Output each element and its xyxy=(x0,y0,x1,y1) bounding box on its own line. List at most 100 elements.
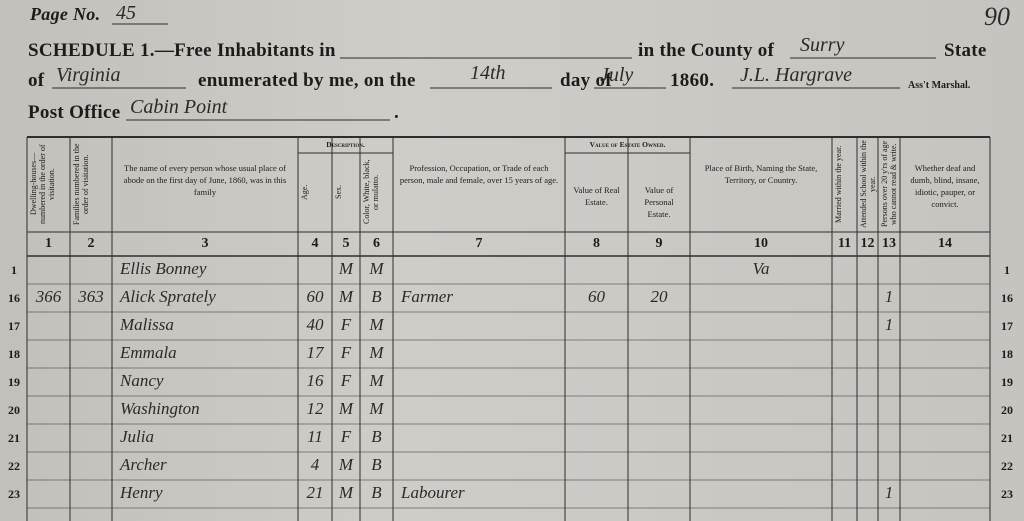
column-number: 1 xyxy=(45,236,52,251)
cell: M xyxy=(369,259,384,278)
cell: 1 xyxy=(884,315,894,334)
period: . xyxy=(394,102,400,123)
post-office: Cabin Point xyxy=(130,96,228,118)
county-label: in the County of xyxy=(638,40,775,61)
cell: Ellis Bonney xyxy=(120,259,207,278)
column-number: 5 xyxy=(342,236,350,251)
column-header: Families numbered in the order of visita… xyxy=(72,143,90,225)
day-of-label: day of xyxy=(560,70,612,91)
cell: M xyxy=(369,371,384,390)
line-number: 20 xyxy=(8,403,20,417)
cell: F xyxy=(340,315,352,334)
cell: B xyxy=(371,455,382,474)
cell: Malissa xyxy=(120,315,174,334)
column-header: Attended School within the year. xyxy=(859,140,877,228)
cell: M xyxy=(338,399,354,418)
cell: 20 xyxy=(650,287,668,306)
cell: M xyxy=(338,259,354,278)
corner-number: 90 xyxy=(984,2,1010,31)
line-number: 18 xyxy=(1001,347,1013,361)
marshal: J.L. Hargrave xyxy=(740,64,853,86)
month: July xyxy=(600,64,634,86)
column-number: 9 xyxy=(655,236,663,251)
cell: M xyxy=(369,399,384,418)
line-number: 16 xyxy=(1001,291,1013,305)
column-number: 2 xyxy=(87,236,95,251)
column-header: Place of Birth, Naming the State, Territ… xyxy=(704,163,818,185)
column-number: 12 xyxy=(860,236,875,251)
cell: B xyxy=(371,427,382,446)
cell: B xyxy=(371,483,382,502)
line-number: 16 xyxy=(8,291,20,305)
cell: Farmer xyxy=(401,287,453,306)
cell: Henry xyxy=(120,483,163,502)
cell: 4 xyxy=(310,455,320,474)
cell: 1 xyxy=(884,483,894,502)
line-number: 21 xyxy=(8,431,20,445)
column-header: Profession, Occupation, or Trade of each… xyxy=(399,163,559,185)
column-header: Persons over 20 y'rs of age who cannot r… xyxy=(880,140,898,228)
page-number: 45 xyxy=(116,2,136,24)
column-number: 14 xyxy=(938,236,952,251)
column-number: 11 xyxy=(837,236,852,251)
column-number: 10 xyxy=(754,236,768,251)
schedule-title: SCHEDULE 1.—Free Inhabitants in xyxy=(28,40,336,61)
group-header: Description. xyxy=(326,140,365,149)
post-office-label: Post Office xyxy=(28,102,121,123)
cell: 16 xyxy=(306,371,324,390)
cell: Washington xyxy=(120,399,200,418)
cell: 21 xyxy=(306,483,324,502)
line-number: 17 xyxy=(8,319,20,333)
cell: 12 xyxy=(306,399,324,418)
cell: F xyxy=(340,427,352,446)
cell: M xyxy=(338,287,354,306)
cell: M xyxy=(369,315,384,334)
column-header: Married within the year. xyxy=(834,145,843,223)
marshal-label: Ass't Marshal. xyxy=(908,80,971,91)
cell: F xyxy=(340,343,352,362)
line-number: 20 xyxy=(1001,403,1013,417)
column-number: 3 xyxy=(201,236,209,251)
column-header: Age. xyxy=(300,184,309,200)
day: 14th xyxy=(470,62,506,84)
line-number: 19 xyxy=(8,375,20,389)
enumerated-label: enumerated by me, on the xyxy=(198,70,416,91)
column-number: 6 xyxy=(373,236,380,251)
line-number: 23 xyxy=(1001,487,1013,501)
state: Virginia xyxy=(56,64,121,86)
column-number: 13 xyxy=(882,236,896,251)
of-label: of xyxy=(28,70,45,91)
cell: 11 xyxy=(307,427,323,446)
line-number: 1 xyxy=(11,263,17,277)
cell: Nancy xyxy=(120,371,164,390)
cell: 1 xyxy=(884,287,894,306)
cell: 363 xyxy=(78,287,104,306)
column-header: Value of Personal Estate. xyxy=(644,185,674,219)
column-header: Color, White, black, or mulatto. xyxy=(362,159,380,225)
cell: 60 xyxy=(588,287,605,306)
column-header: Dwelling-houses—numbered in the order of… xyxy=(29,144,56,224)
cell: 366 xyxy=(35,287,62,306)
column-header: Value of Real Estate. xyxy=(573,185,620,207)
cell: F xyxy=(340,371,352,390)
county: Surry xyxy=(800,34,845,56)
column-number: 4 xyxy=(311,236,319,251)
cell: Alick Sprately xyxy=(120,287,216,306)
column-number: 7 xyxy=(475,236,483,251)
cell: Va xyxy=(752,259,770,278)
line-number: 18 xyxy=(8,347,20,361)
column-header: Sex. xyxy=(334,185,343,199)
cell: Archer xyxy=(120,455,167,474)
cell: 17 xyxy=(306,343,324,362)
cell: B xyxy=(371,287,382,306)
cell: 60 xyxy=(306,287,324,306)
cell: Emmala xyxy=(120,343,177,362)
group-header: Value of Estate Owned. xyxy=(589,140,666,149)
cell: 40 xyxy=(306,315,324,334)
cell: M xyxy=(369,343,384,362)
line-number: 23 xyxy=(8,487,20,501)
line-number: 22 xyxy=(1001,459,1013,473)
line-number: 22 xyxy=(8,459,20,473)
